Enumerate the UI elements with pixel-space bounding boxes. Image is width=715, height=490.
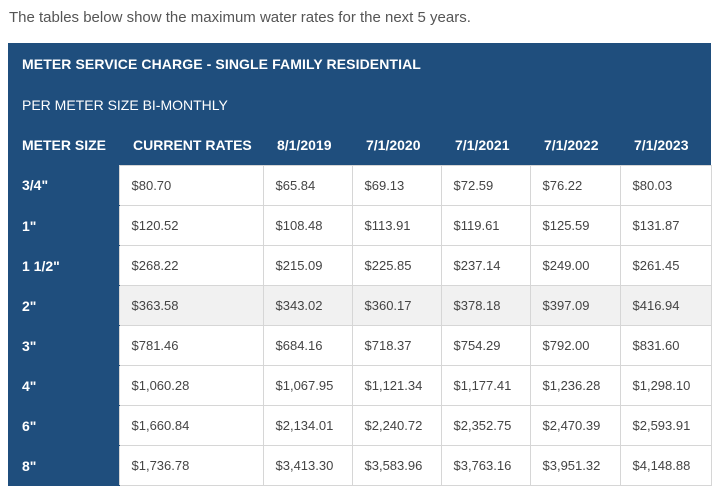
rate-cell: $1,236.28 [529,365,621,406]
table-row: 1" $120.52 $108.48 $113.91 $119.61 $125.… [8,205,712,246]
column-header-2023: 7/1/2023 [620,125,712,166]
rate-cell: $781.46 [118,325,264,366]
rate-cell: $65.84 [262,165,353,206]
column-header-row: METER SIZE CURRENT RATES 8/1/2019 7/1/20… [8,125,712,166]
rate-cell: $2,470.39 [529,405,621,446]
table-subtitle: PER METER SIZE BI-MONTHLY [8,85,712,125]
rate-cell: $684.16 [262,325,353,366]
rate-cell: $131.87 [619,205,712,246]
rate-cell: $378.18 [440,285,531,326]
rate-cell: $718.37 [351,325,442,366]
meter-size-cell: 6" [8,405,119,446]
meter-size-cell: 3" [8,325,119,366]
rate-cell: $1,660.84 [118,405,264,446]
rate-cell: $76.22 [529,165,621,206]
rate-cell: $3,951.32 [529,445,621,486]
rate-cell: $119.61 [440,205,531,246]
rate-cell: $1,060.28 [118,365,264,406]
rate-cell: $4,148.88 [619,445,712,486]
table-row: 1 1/2" $268.22 $215.09 $225.85 $237.14 $… [8,245,712,286]
rate-cell: $125.59 [529,205,621,246]
rate-cell: $1,736.78 [118,445,264,486]
rate-cell: $416.94 [619,285,712,326]
intro-text: The tables below show the maximum water … [9,9,471,26]
column-header-2021: 7/1/2021 [441,125,530,166]
rate-cell: $831.60 [619,325,712,366]
rate-cell: $2,593.91 [619,405,712,446]
meter-size-cell: 3/4" [8,165,119,206]
rate-cell: $237.14 [440,245,531,286]
rate-cell: $215.09 [262,245,353,286]
meter-size-cell: 4" [8,365,119,406]
rate-cell: $225.85 [351,245,442,286]
meter-size-cell: 2" [8,285,119,326]
table-row: 3/4" $80.70 $65.84 $69.13 $72.59 $76.22 … [8,165,712,206]
rate-cell: $754.29 [440,325,531,366]
rate-cell: $2,240.72 [351,405,442,446]
column-header-2022: 7/1/2022 [530,125,620,166]
rate-cell: $3,583.96 [351,445,442,486]
table-row: 3" $781.46 $684.16 $718.37 $754.29 $792.… [8,325,712,366]
rate-cell: $249.00 [529,245,621,286]
rate-cell: $80.70 [118,165,264,206]
rate-cell: $72.59 [440,165,531,206]
rate-cell: $1,298.10 [619,365,712,406]
column-header-current-rates: CURRENT RATES [119,125,263,166]
column-header-meter-size: METER SIZE [8,125,119,166]
rate-cell: $3,413.30 [262,445,353,486]
rate-cell: $1,177.41 [440,365,531,406]
rate-cell: $108.48 [262,205,353,246]
rate-cell: $397.09 [529,285,621,326]
table-row: 8" $1,736.78 $3,413.30 $3,583.96 $3,763.… [8,445,712,486]
rate-cell: $2,134.01 [262,405,353,446]
rate-cell: $360.17 [351,285,442,326]
rate-cell: $261.45 [619,245,712,286]
rate-cell: $80.03 [619,165,712,206]
table-title: METER SERVICE CHARGE - SINGLE FAMILY RES… [8,43,712,85]
table-subtitle-row: PER METER SIZE BI-MONTHLY [8,85,712,125]
table-title-row: METER SERVICE CHARGE - SINGLE FAMILY RES… [8,43,712,85]
meter-size-cell: 1" [8,205,119,246]
rate-cell: $1,067.95 [262,365,353,406]
rate-cell: $363.58 [118,285,264,326]
table-row: 2" $363.58 $343.02 $360.17 $378.18 $397.… [8,285,712,326]
water-rates-table: METER SERVICE CHARGE - SINGLE FAMILY RES… [8,43,712,486]
rate-cell: $120.52 [118,205,264,246]
rate-cell: $113.91 [351,205,442,246]
rate-cell: $792.00 [529,325,621,366]
table-row: 6" $1,660.84 $2,134.01 $2,240.72 $2,352.… [8,405,712,446]
rate-cell: $69.13 [351,165,442,206]
rate-cell: $1,121.34 [351,365,442,406]
rate-cell: $2,352.75 [440,405,531,446]
table-row: 4" $1,060.28 $1,067.95 $1,121.34 $1,177.… [8,365,712,406]
column-header-2020: 7/1/2020 [352,125,441,166]
column-header-2019: 8/1/2019 [263,125,352,166]
rate-cell: $343.02 [262,285,353,326]
meter-size-cell: 1 1/2" [8,245,119,286]
rate-cell: $268.22 [118,245,264,286]
meter-size-cell: 8" [8,445,119,486]
rate-cell: $3,763.16 [440,445,531,486]
